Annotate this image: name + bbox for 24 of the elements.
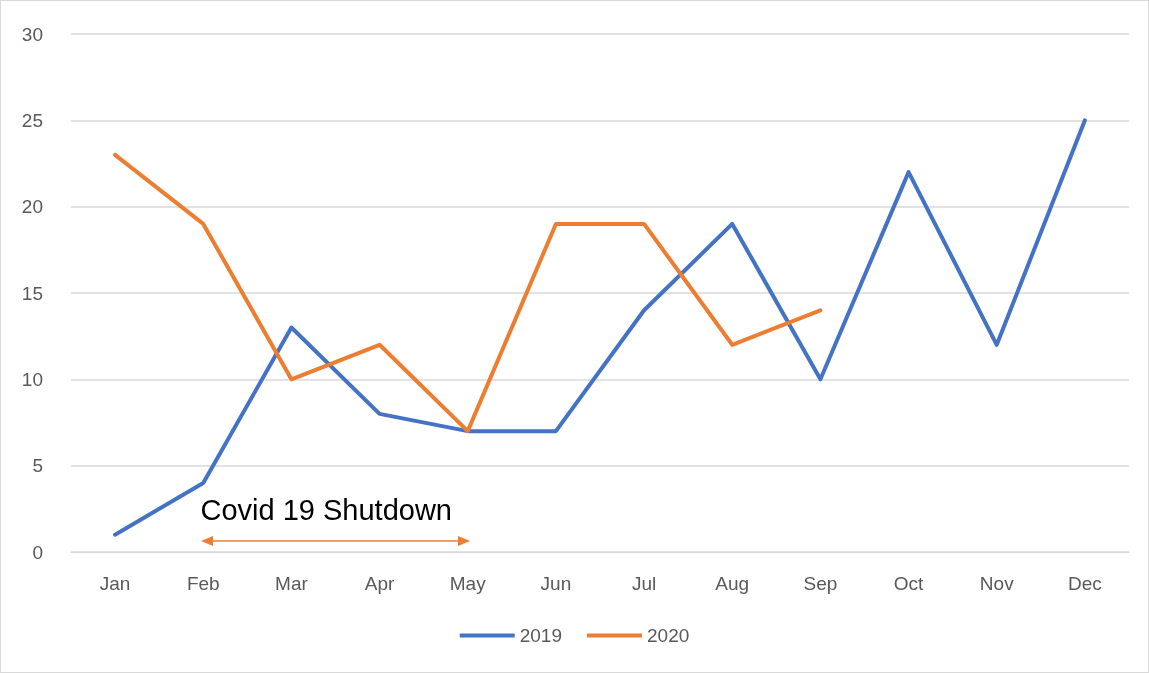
y-tick-label: 15 <box>21 282 43 304</box>
x-tick-label: Oct <box>893 573 925 594</box>
y-tick-label: 5 <box>32 455 43 477</box>
legend-label: 2020 <box>647 625 690 646</box>
x-tick-label: Aug <box>715 573 750 594</box>
x-tick-label: Sep <box>803 573 838 594</box>
x-tick-label: Dec <box>1068 573 1102 594</box>
y-tick-label: 20 <box>21 196 43 218</box>
x-tick-label: Nov <box>979 573 1015 594</box>
x-tick-label: Mar <box>275 573 309 594</box>
legend-label: 2019 <box>519 625 563 646</box>
y-tick-label: 10 <box>21 368 43 390</box>
x-tick-label: Jul <box>631 573 657 594</box>
y-tick-label: 30 <box>21 23 43 45</box>
line-series <box>113 152 823 434</box>
x-tick-label: May <box>449 573 487 594</box>
x-tick-label: Jun <box>540 573 572 594</box>
line-series <box>113 118 1087 537</box>
y-tick-label: 25 <box>21 109 43 131</box>
y-tick-label: 0 <box>32 541 43 563</box>
x-tick-label: Feb <box>186 573 220 594</box>
annotation: Covid 19 Shutdown <box>200 493 452 526</box>
x-tick-label: Apr <box>364 573 396 594</box>
x-tick-label: Jan <box>99 573 131 594</box>
